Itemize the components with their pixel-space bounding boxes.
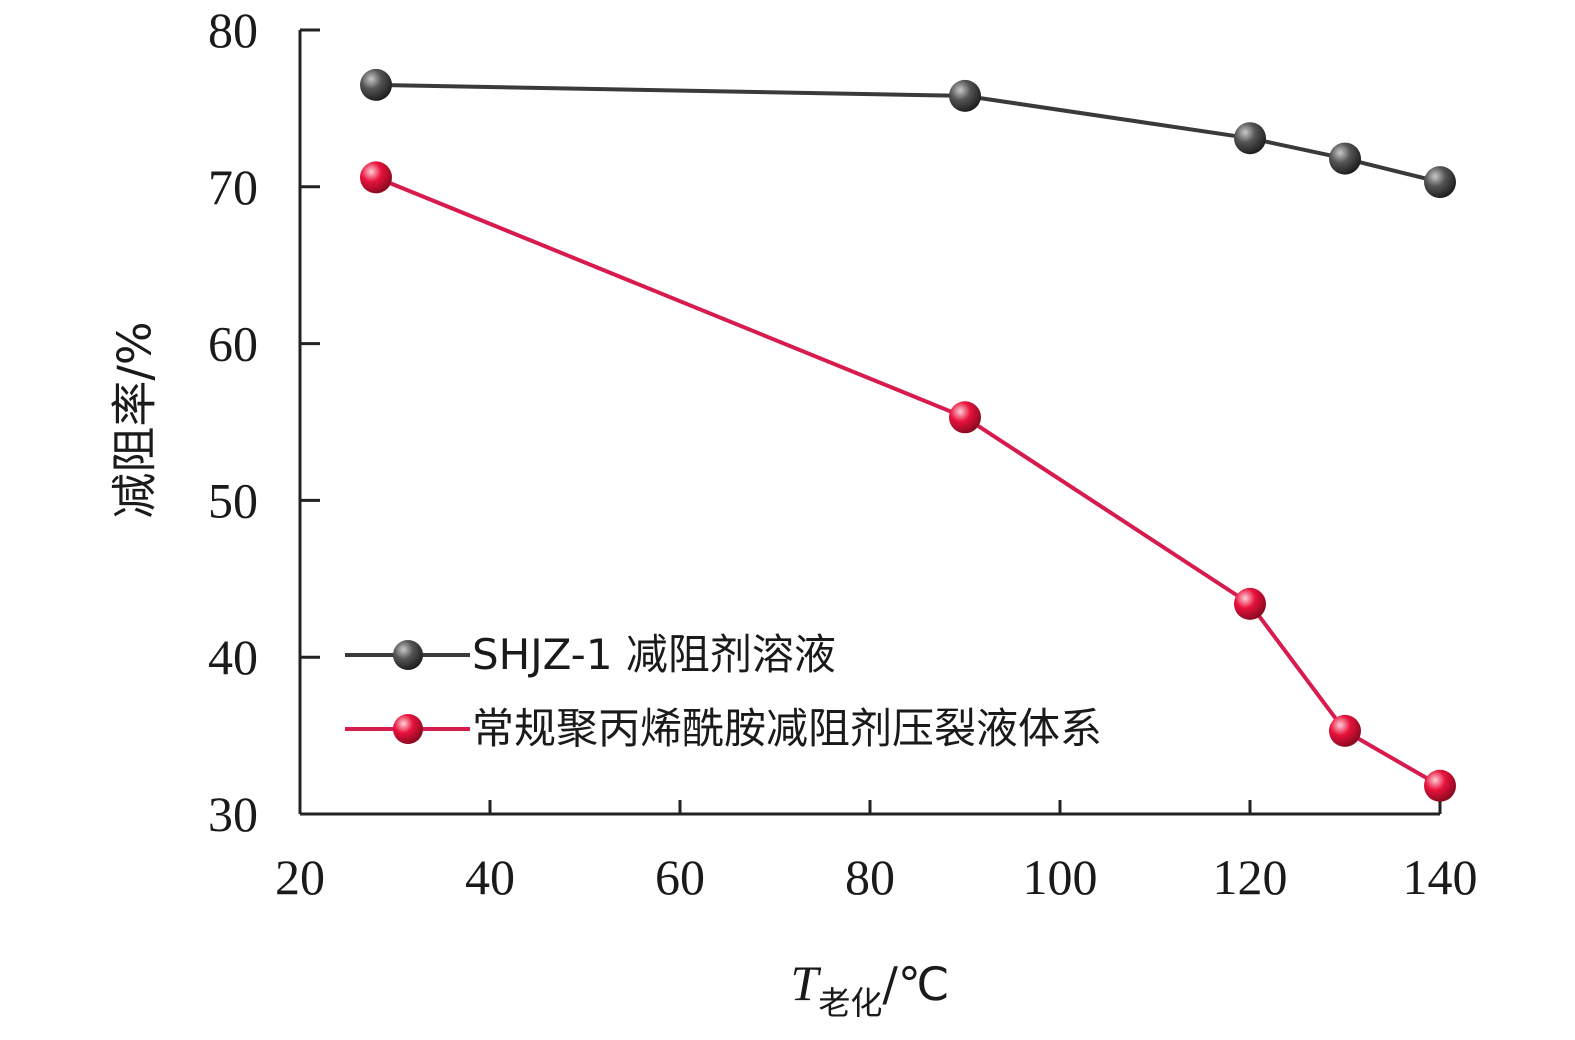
legend-label-0: SHJZ-1 减阻剂溶液 [472, 630, 836, 679]
x-tick-label: 140 [1403, 849, 1478, 905]
y-tick-label: 40 [208, 629, 258, 685]
x-tick-label: 60 [655, 849, 705, 905]
data-point [1234, 587, 1266, 620]
y-tick-label: 60 [208, 316, 258, 372]
data-point [1329, 142, 1361, 175]
data-point [1424, 166, 1456, 199]
legend: SHJZ-1 减阻剂溶液 常规聚丙烯酰胺减阻剂压裂液体系 [345, 630, 1102, 753]
x-tick-label: 80 [845, 849, 895, 905]
legend-label-1: 常规聚丙烯酰胺减阻剂压裂液体系 [472, 704, 1102, 753]
data-point [360, 68, 392, 101]
data-point [949, 401, 981, 434]
x-axis-title-subscript: 老化 [818, 984, 882, 1022]
data-point [1424, 769, 1456, 802]
axes [298, 30, 1440, 816]
y-tick-label: 80 [208, 2, 258, 58]
y-tick-label: 30 [208, 786, 258, 842]
y-ticks: 30 40 50 60 70 80 [208, 2, 320, 842]
x-tick-label: 100 [1023, 849, 1098, 905]
data-point [360, 161, 392, 194]
series-1 [360, 161, 1456, 802]
x-axis-title-symbol: T [791, 955, 822, 1011]
legend-item-1: 常规聚丙烯酰胺减阻剂压裂液体系 [345, 704, 1102, 753]
x-tick-label: 40 [465, 849, 515, 905]
x-axis-title-unit: /℃ [882, 957, 949, 1011]
legend-marker-1 [393, 714, 423, 744]
series-0 [360, 68, 1456, 199]
y-tick-label: 50 [208, 472, 258, 528]
series-layer [360, 68, 1456, 802]
data-point [949, 79, 981, 112]
x-axis-title: T老化/℃ [791, 955, 950, 1022]
legend-item-0: SHJZ-1 减阻剂溶液 [345, 630, 836, 679]
data-point [1234, 122, 1266, 155]
y-axis-title: 减阻率/% [108, 321, 162, 518]
data-point [1329, 714, 1361, 747]
series-line-1 [375, 175, 1442, 788]
legend-marker-0 [393, 640, 423, 670]
x-ticks: 20 40 60 80 100 120 140 [275, 800, 1478, 905]
x-tick-label: 20 [275, 849, 325, 905]
y-tick-label: 70 [208, 159, 258, 215]
x-tick-label: 120 [1213, 849, 1288, 905]
series-line-0 [375, 82, 1441, 185]
